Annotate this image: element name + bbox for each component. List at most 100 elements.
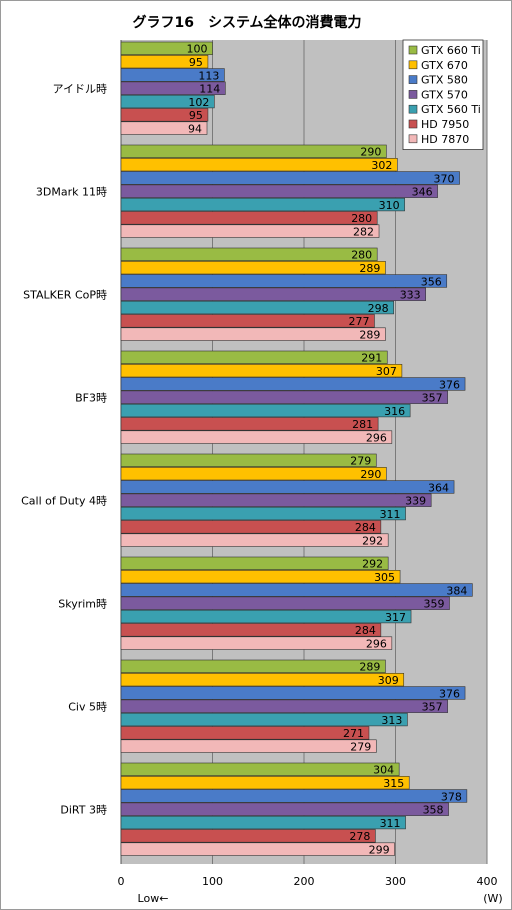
bar bbox=[120, 108, 209, 122]
bar bbox=[120, 623, 382, 637]
bar-value-label: 290 bbox=[360, 468, 381, 481]
bar bbox=[120, 144, 387, 158]
bar bbox=[120, 68, 225, 82]
bar bbox=[120, 659, 386, 673]
bar bbox=[120, 533, 389, 547]
legend-swatch bbox=[408, 119, 418, 129]
category-label: アイドル時 bbox=[53, 83, 107, 96]
bar bbox=[120, 300, 394, 315]
bar bbox=[120, 430, 393, 444]
bar-value-label: 289 bbox=[359, 328, 380, 341]
x-tick-label: 200 bbox=[294, 875, 315, 888]
bar-value-label: 100 bbox=[187, 43, 208, 56]
bar-value-label: 299 bbox=[369, 843, 390, 856]
bar-value-label: 298 bbox=[368, 302, 389, 315]
bar bbox=[120, 762, 400, 776]
legend-label: GTX 570 bbox=[421, 88, 468, 101]
x-tick-label: 100 bbox=[202, 875, 223, 888]
category-label: Skyrim時 bbox=[58, 598, 107, 611]
bar-value-label: 364 bbox=[428, 481, 449, 494]
bar bbox=[120, 390, 448, 404]
bar bbox=[120, 726, 370, 740]
legend-swatch bbox=[408, 75, 418, 84]
chart-title: グラフ16 システム全体の消費電力 bbox=[132, 14, 361, 31]
bar bbox=[120, 829, 376, 843]
bar-value-label: 376 bbox=[439, 378, 460, 391]
x-tick-label: 0 bbox=[118, 875, 125, 888]
bar-value-label: 304 bbox=[373, 764, 394, 777]
bar bbox=[120, 672, 405, 687]
bar-value-label: 95 bbox=[189, 109, 203, 122]
bar-value-label: 292 bbox=[362, 534, 383, 547]
category-labels: アイドル時 3DMark 11時 STALKER CoP時 BF3時 Call of D… bbox=[21, 83, 107, 817]
legend-label: HD 7950 bbox=[421, 118, 469, 131]
category-label: Call of Duty 4時 bbox=[21, 495, 107, 508]
legend-label: GTX 560 Ti bbox=[421, 103, 481, 116]
bar bbox=[120, 775, 410, 790]
bar bbox=[120, 54, 209, 69]
bar-value-label: 279 bbox=[350, 455, 371, 468]
bar bbox=[120, 453, 377, 467]
bar bbox=[120, 739, 377, 753]
bar bbox=[120, 699, 448, 713]
bar bbox=[120, 81, 226, 95]
bar bbox=[120, 260, 386, 275]
bar-value-label: 282 bbox=[353, 225, 374, 238]
bar bbox=[120, 287, 426, 301]
bar-value-label: 307 bbox=[376, 365, 397, 378]
category-label: DiRT 3時 bbox=[60, 804, 107, 817]
bar-value-label: 95 bbox=[189, 56, 203, 69]
bar-value-label: 289 bbox=[359, 262, 380, 275]
bar-value-label: 290 bbox=[360, 146, 381, 159]
bar bbox=[120, 596, 450, 610]
bar-value-label: 291 bbox=[361, 352, 382, 365]
bar bbox=[120, 94, 215, 109]
bar-value-label: 102 bbox=[188, 96, 209, 109]
legend-label: GTX 660 Ti bbox=[421, 44, 481, 57]
x-tick-label: 300 bbox=[385, 875, 406, 888]
bar bbox=[120, 493, 432, 507]
bar bbox=[120, 377, 466, 391]
bar bbox=[120, 224, 380, 238]
unit-label: (W) bbox=[483, 892, 502, 905]
bar bbox=[120, 636, 393, 650]
bar-value-label: 284 bbox=[355, 624, 376, 637]
bar-value-label: 271 bbox=[343, 727, 364, 740]
bar-value-label: 113 bbox=[198, 69, 219, 82]
bar-value-label: 278 bbox=[349, 830, 370, 843]
x-axis-ticks: 0 100 200 300 400 bbox=[118, 875, 498, 888]
bar-value-label: 356 bbox=[421, 275, 442, 288]
bar-value-label: 281 bbox=[352, 418, 373, 431]
bar-value-label: 378 bbox=[441, 790, 462, 803]
bar bbox=[120, 197, 405, 212]
bar bbox=[120, 789, 468, 803]
bar-value-label: 346 bbox=[412, 186, 433, 199]
bar bbox=[120, 417, 379, 431]
legend-label: GTX 670 bbox=[421, 59, 468, 72]
category-label: 3DMark 11時 bbox=[36, 186, 107, 199]
bar-value-label: 313 bbox=[381, 714, 402, 727]
bar bbox=[120, 686, 466, 700]
bar bbox=[120, 842, 395, 856]
bar bbox=[120, 314, 375, 328]
bar bbox=[120, 712, 408, 727]
bar-value-label: 315 bbox=[383, 777, 404, 790]
bar-value-label: 280 bbox=[351, 212, 372, 225]
bar-value-label: 311 bbox=[380, 508, 401, 521]
category-label: BF3時 bbox=[75, 392, 107, 405]
bar bbox=[120, 41, 213, 55]
bar bbox=[120, 569, 401, 584]
low-label: Low← bbox=[138, 892, 169, 905]
bar-value-label: 310 bbox=[379, 199, 400, 212]
legend-swatch bbox=[408, 45, 418, 55]
bar-value-label: 279 bbox=[350, 740, 371, 753]
bar-value-label: 376 bbox=[439, 687, 460, 700]
bar bbox=[120, 171, 460, 185]
legend-swatch bbox=[408, 90, 418, 99]
bar bbox=[120, 815, 406, 830]
legend-swatch bbox=[408, 60, 418, 70]
bar bbox=[120, 520, 382, 534]
legend-swatch bbox=[408, 134, 418, 144]
bar-value-label: 333 bbox=[400, 289, 421, 302]
